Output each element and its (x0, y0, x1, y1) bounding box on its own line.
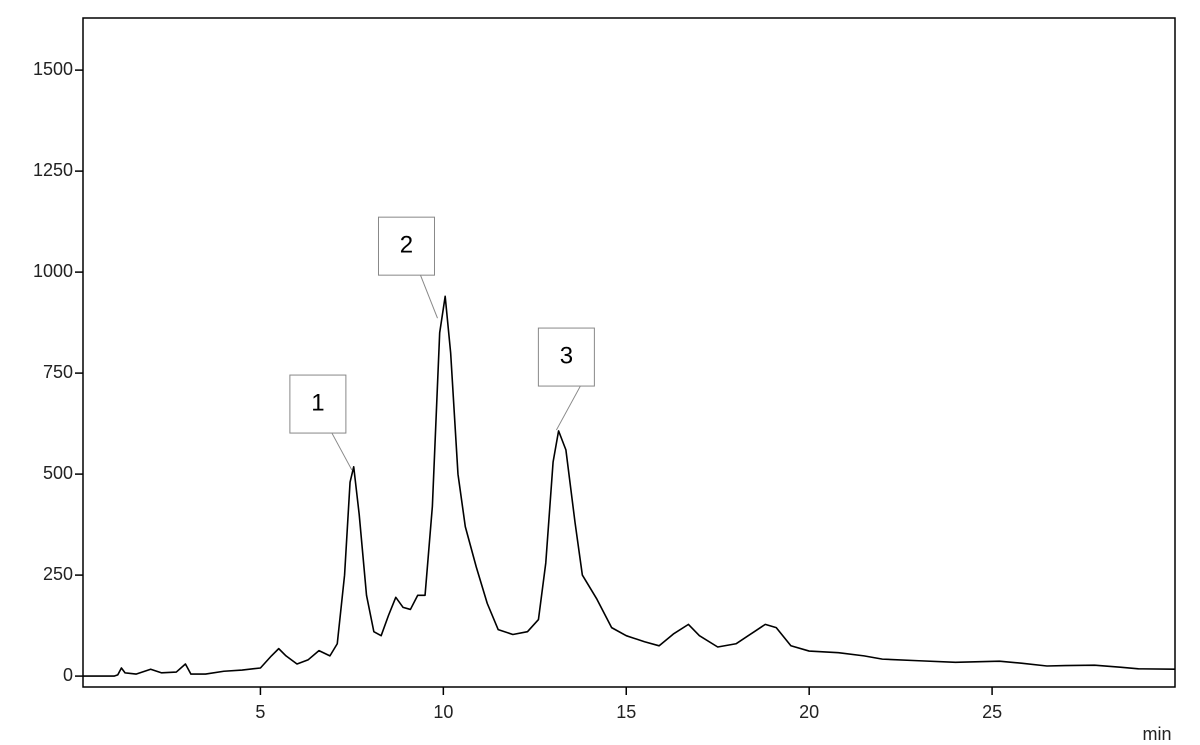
annotation-box (537, 327, 595, 387)
annotation-box (289, 374, 347, 434)
y-tick-label: 1250 (33, 160, 73, 180)
annotation-label: 3 (560, 342, 573, 369)
x-tick-label: 25 (982, 702, 1002, 722)
y-tick-label: 750 (43, 362, 73, 382)
x-tick-label: 15 (616, 702, 636, 722)
annotation-label: 2 (400, 232, 413, 259)
annotation-box (377, 216, 435, 276)
x-tick-label: 10 (433, 702, 453, 722)
annotation-label: 1 (311, 389, 324, 416)
x-axis-label: min (1142, 724, 1171, 744)
y-tick-label: 0 (63, 665, 73, 685)
x-tick-label: 5 (255, 702, 265, 722)
annotation-leader (420, 274, 438, 319)
y-tick-label: 1500 (33, 59, 73, 79)
y-tick-label: 250 (43, 564, 73, 584)
y-tick-label: 500 (43, 463, 73, 483)
data-line (83, 295, 1176, 677)
plot-frame (82, 17, 1176, 688)
annotation-leader (331, 432, 353, 471)
y-tick-label: 1000 (33, 261, 73, 281)
annotation-leader (555, 385, 581, 431)
x-tick-label: 20 (799, 702, 819, 722)
